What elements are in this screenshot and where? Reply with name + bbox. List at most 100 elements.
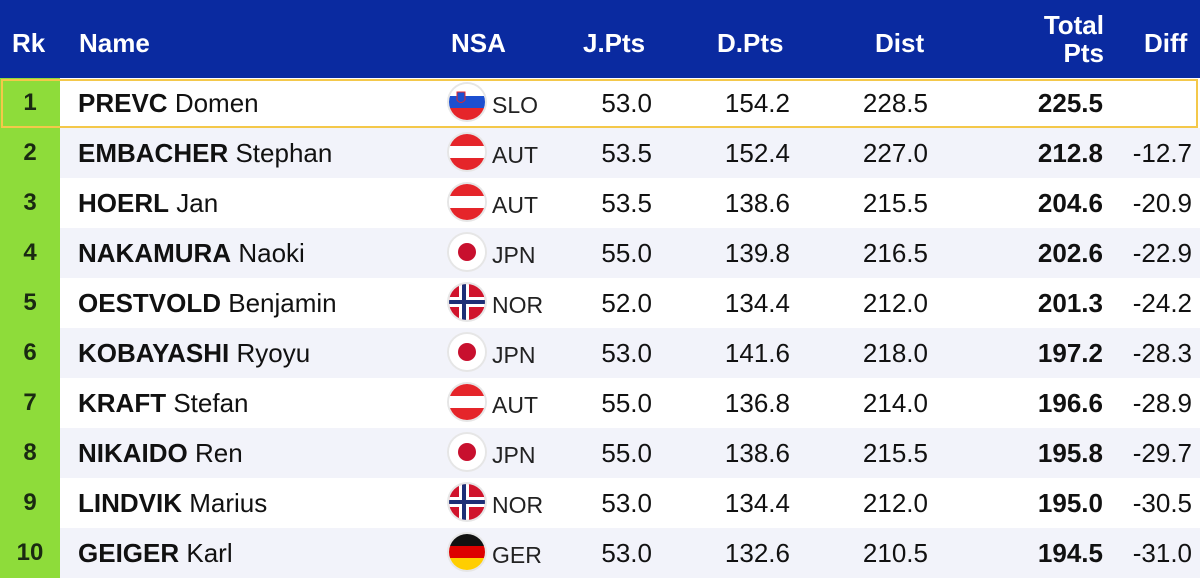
distance-points: 138.6 <box>724 188 790 218</box>
nsa-code: NOR <box>492 292 544 318</box>
judge-points: 55.0 <box>601 388 652 418</box>
athlete-name[interactable]: KOBAYASHI Ryoyu <box>78 328 310 378</box>
jpn-flag-icon <box>449 434 485 470</box>
distance: 210.5 <box>862 538 928 568</box>
distance-points: 139.8 <box>724 238 790 268</box>
nor-flag-icon <box>449 284 485 320</box>
distance: 212.0 <box>862 488 928 518</box>
distance-points: 152.4 <box>724 138 790 168</box>
athlete-first-name: Jan <box>176 188 219 218</box>
header-rank[interactable]: Rk <box>12 28 46 58</box>
diff: -29.7 <box>1132 438 1192 468</box>
athlete-last-name: NAKAMURA <box>78 238 232 268</box>
rank-cell: 7 <box>0 378 60 428</box>
athlete-first-name: Naoki <box>238 238 305 268</box>
rank-cell: 8 <box>0 428 60 478</box>
table-row[interactable]: 3 HOERL Jan AUT 53.5 138.6 215.5 204.6 -… <box>0 178 1200 228</box>
diff: -24.2 <box>1132 288 1192 318</box>
header-diff[interactable]: Diff <box>1144 28 1188 58</box>
table-row[interactable]: 8 NIKAIDO Ren JPN 55.0 138.6 215.5 195.8… <box>0 428 1200 478</box>
total-points: 201.3 <box>1037 288 1103 318</box>
distance: 228.5 <box>862 88 928 118</box>
table-body: 1 PREVC Domen SLO 53.0 154.2 228.5 225.5… <box>0 78 1200 578</box>
table-row[interactable]: 10 GEIGER Karl GER 53.0 132.6 210.5 194.… <box>0 528 1200 578</box>
distance-points: 154.2 <box>724 88 790 118</box>
header-total-line2: Pts <box>1063 38 1104 68</box>
distance-points: 136.8 <box>724 388 790 418</box>
aut-flag-icon <box>449 384 485 420</box>
diff: -28.3 <box>1132 338 1192 368</box>
athlete-first-name: Ryoyu <box>236 338 311 368</box>
athlete-name[interactable]: NIKAIDO Ren <box>78 428 243 478</box>
nsa-code: JPN <box>492 342 536 368</box>
athlete-name[interactable]: EMBACHER Stephan <box>78 128 332 178</box>
header-name[interactable]: Name <box>79 28 150 58</box>
slo-flag-icon <box>449 84 485 120</box>
athlete-first-name: Karl <box>186 538 233 568</box>
rank-cell: 1 <box>0 78 60 128</box>
total-points: 225.5 <box>1037 88 1103 118</box>
ger-flag-icon <box>449 534 485 570</box>
distance: 227.0 <box>862 138 928 168</box>
total-points: 202.6 <box>1037 238 1103 268</box>
nsa-code: JPN <box>492 442 536 468</box>
athlete-name[interactable]: LINDVIK Marius <box>78 478 267 528</box>
nor-flag-icon <box>449 484 485 520</box>
judge-points: 53.0 <box>601 338 652 368</box>
judge-points: 55.0 <box>601 438 652 468</box>
nsa-code: AUT <box>492 192 538 218</box>
judge-points: 53.0 <box>601 538 652 568</box>
athlete-name[interactable]: PREVC Domen <box>78 78 259 128</box>
judge-points: 53.5 <box>601 138 652 168</box>
table-row[interactable]: 7 KRAFT Stefan AUT 55.0 136.8 214.0 196.… <box>0 378 1200 428</box>
diff: -30.5 <box>1132 488 1192 518</box>
total-points: 212.8 <box>1037 138 1103 168</box>
rank-cell: 6 <box>0 328 60 378</box>
table-row[interactable]: 5 OESTVOLD Benjamin NOR 52.0 134.4 212.0… <box>0 278 1200 328</box>
athlete-last-name: PREVC <box>78 88 168 118</box>
header-judge-points[interactable]: J.Pts <box>583 28 646 58</box>
distance: 214.0 <box>862 388 928 418</box>
jpn-flag-icon <box>449 234 485 270</box>
diff: -12.7 <box>1132 138 1192 168</box>
header-distance-points[interactable]: D.Pts <box>717 28 784 58</box>
distance-points: 134.4 <box>724 488 790 518</box>
table-row[interactable]: 1 PREVC Domen SLO 53.0 154.2 228.5 225.5 <box>0 78 1200 128</box>
distance: 216.5 <box>862 238 928 268</box>
athlete-name[interactable]: OESTVOLD Benjamin <box>78 278 337 328</box>
rank-cell: 5 <box>0 278 60 328</box>
diff <box>1110 78 1192 128</box>
nsa-code: AUT <box>492 142 538 168</box>
header-distance[interactable]: Dist <box>875 28 925 58</box>
total-points: 196.6 <box>1037 388 1103 418</box>
distance: 218.0 <box>862 338 928 368</box>
athlete-last-name: EMBACHER <box>78 138 229 168</box>
athlete-last-name: OESTVOLD <box>78 288 222 318</box>
distance-points: 138.6 <box>724 438 790 468</box>
rank-cell: 2 <box>0 128 60 178</box>
athlete-name[interactable]: HOERL Jan <box>78 178 218 228</box>
distance-points: 132.6 <box>724 538 790 568</box>
athlete-name[interactable]: KRAFT Stefan <box>78 378 249 428</box>
table-row[interactable]: 9 LINDVIK Marius NOR 53.0 134.4 212.0 19… <box>0 478 1200 528</box>
distance: 212.0 <box>862 288 928 318</box>
table-row[interactable]: 4 NAKAMURA Naoki JPN 55.0 139.8 216.5 20… <box>0 228 1200 278</box>
rank-cell: 3 <box>0 178 60 228</box>
athlete-name[interactable]: GEIGER Karl <box>78 528 233 578</box>
table-row[interactable]: 6 KOBAYASHI Ryoyu JPN 53.0 141.6 218.0 1… <box>0 328 1200 378</box>
athlete-last-name: GEIGER <box>78 538 180 568</box>
table-row[interactable]: 2 EMBACHER Stephan AUT 53.5 152.4 227.0 … <box>0 128 1200 178</box>
athlete-last-name: LINDVIK <box>78 488 182 518</box>
total-points: 197.2 <box>1037 338 1103 368</box>
nsa-code: GER <box>492 542 542 568</box>
athlete-last-name: KRAFT <box>78 388 167 418</box>
total-points: 194.5 <box>1037 538 1103 568</box>
diff: -20.9 <box>1132 188 1192 218</box>
total-points: 204.6 <box>1037 188 1103 218</box>
athlete-name[interactable]: NAKAMURA Naoki <box>78 228 305 278</box>
aut-flag-icon <box>449 134 485 170</box>
header-nsa[interactable]: NSA <box>451 28 506 58</box>
distance-points: 141.6 <box>724 338 790 368</box>
rank-cell: 9 <box>0 478 60 528</box>
header-total-points[interactable]: Total Pts <box>1044 11 1104 67</box>
